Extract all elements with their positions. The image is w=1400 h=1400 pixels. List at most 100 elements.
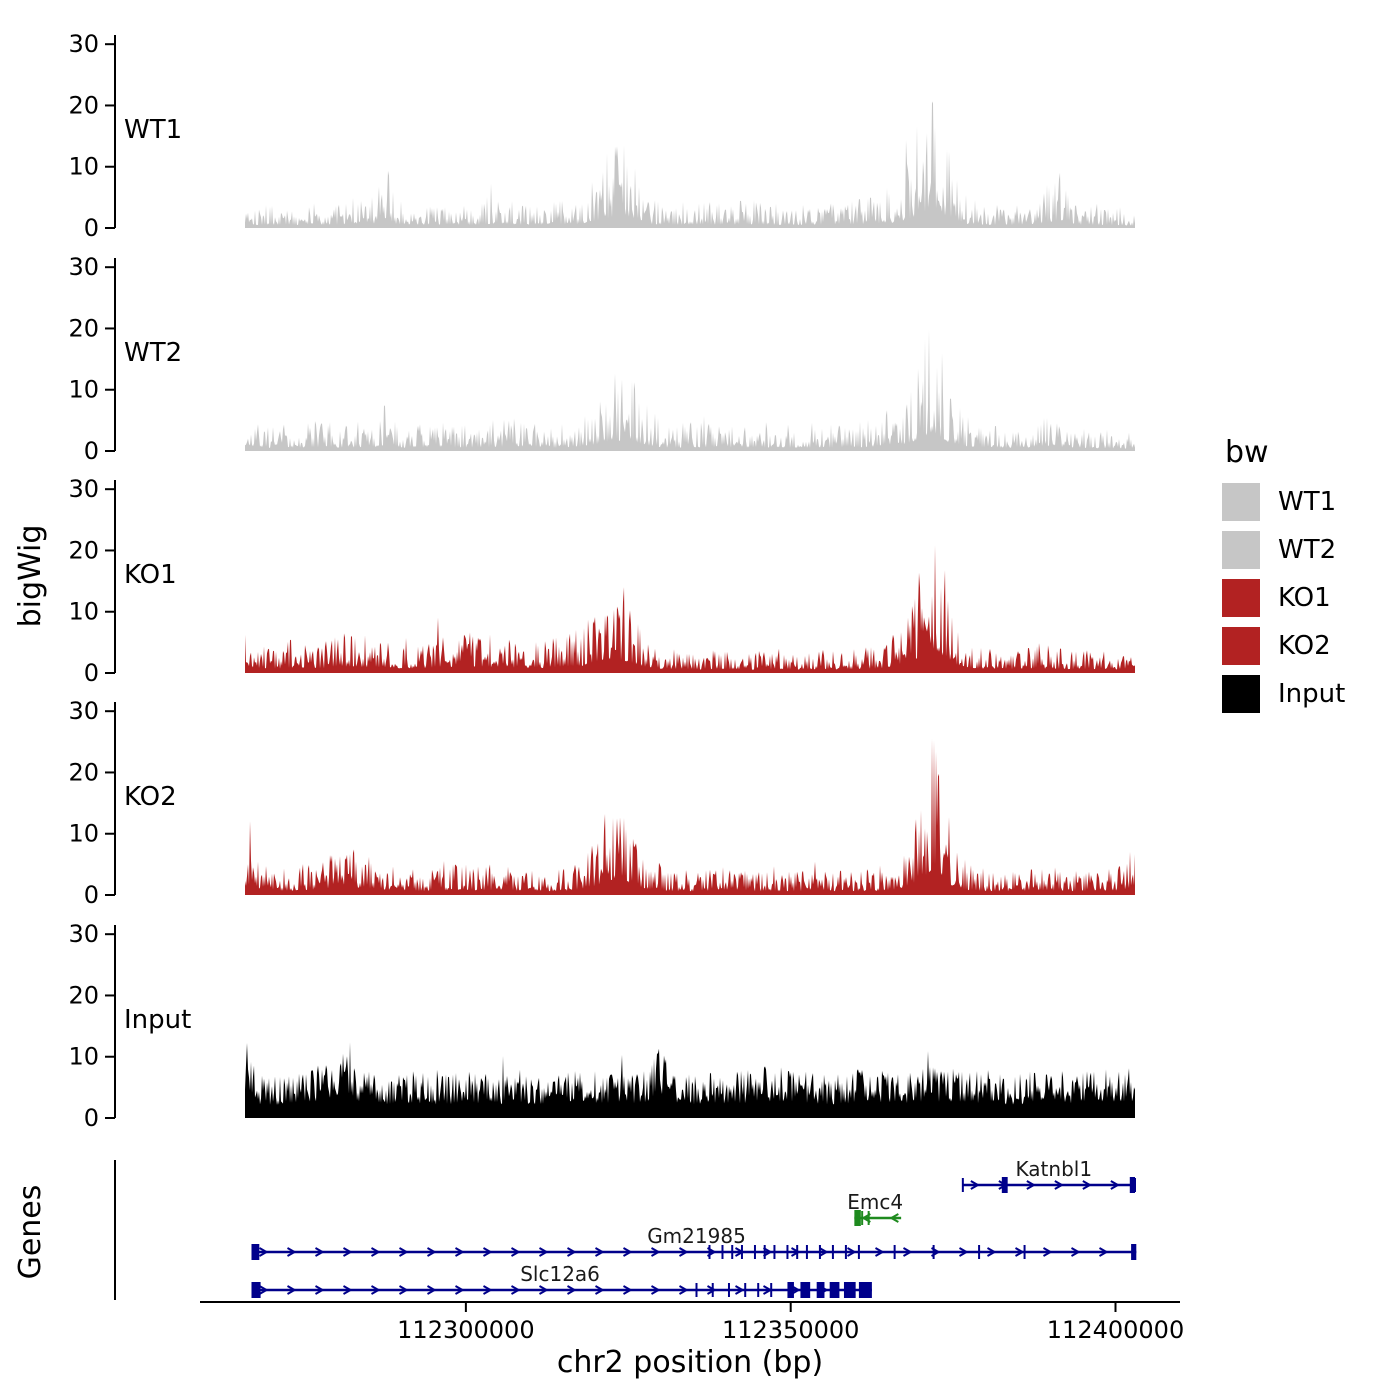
gene-exon-box [251, 1282, 261, 1298]
y-tick-label-WT1: 20 [68, 91, 99, 119]
coverage-area-Input [245, 1042, 1135, 1118]
gene-strand-arrow-icon [706, 1247, 717, 1257]
coverage-area-KO2 [245, 738, 1135, 895]
gene-strand-arrow-icon [342, 1285, 353, 1295]
gene-Gm21985: Gm21985 [251, 1224, 1137, 1260]
y-tick-label-WT1: 10 [68, 153, 99, 181]
gene-strand-arrow-icon [314, 1247, 325, 1257]
gene-strand-arrow-icon [861, 1213, 871, 1223]
coverage-track-KO1: 0 10 20 30 KO1 [68, 475, 1135, 687]
gene-strand-arrow-icon [622, 1247, 633, 1257]
gene-strand-arrow-icon [510, 1285, 521, 1295]
gene-strand-arrow-icon [1110, 1180, 1120, 1190]
y-tick-label-KO1: 30 [68, 475, 99, 503]
legend-label-KO1: KO1 [1278, 583, 1331, 613]
gene-strand-arrow-icon [510, 1247, 521, 1257]
x-axis: 112300000 112350000 112400000 [200, 1301, 1184, 1344]
gene-exon-box [787, 1282, 794, 1298]
y-tick-label-KO2: 20 [68, 758, 99, 786]
gene-strand-arrow-icon [734, 1285, 745, 1295]
legend: WT1 WT2 KO1 KO2 Input [1222, 483, 1345, 713]
y-tick-label-WT1: 30 [68, 30, 99, 58]
gene-strand-arrow-icon [874, 1247, 885, 1257]
legend-swatch-KO1 [1222, 579, 1260, 617]
x-tick-label: 112300000 [397, 1316, 534, 1344]
gene-Slc12a6: Slc12a6 [251, 1262, 872, 1298]
coverage-track-WT2: 0 10 20 30 WT2 [68, 253, 1135, 465]
coverage-tracks: 0 10 20 30 WT1 0 10 20 30 WT2 0 10 20 30 KO1 0 10 20 30 KO2… [68, 30, 1135, 1132]
gene-strand-arrow-icon [706, 1285, 717, 1295]
gene-strand-arrow-icon [734, 1247, 745, 1257]
y-tick-label-WT2: 0 [84, 437, 99, 465]
y-tick-label-WT2: 20 [68, 314, 99, 342]
gene-strand-arrow-icon [566, 1247, 577, 1257]
gene-strand-arrow-icon [1015, 1247, 1025, 1257]
gene-label-Slc12a6: Slc12a6 [520, 1262, 600, 1286]
track-label-WT2: WT2 [124, 338, 182, 368]
gene-strand-arrow-icon [762, 1285, 773, 1295]
x-tick-label: 112400000 [1047, 1316, 1184, 1344]
gene-strand-arrow-icon [970, 1180, 980, 1190]
gene-exon-box [1129, 1177, 1135, 1193]
gene-strand-arrow-icon [482, 1247, 493, 1257]
gene-exon-box [800, 1282, 811, 1298]
coverage-track-KO2: 0 10 20 30 KO2 [68, 697, 1135, 909]
gene-strand-arrow-icon [426, 1247, 437, 1257]
legend-swatch-Input [1222, 675, 1260, 713]
gene-strand-arrow-icon [566, 1285, 577, 1295]
coverage-area-WT2 [245, 329, 1135, 451]
legend-swatch-WT2 [1222, 531, 1260, 569]
gene-Emc4: Emc4 [847, 1190, 903, 1226]
gene-strand-arrow-icon [818, 1285, 829, 1295]
y-tick-label-KO1: 10 [68, 598, 99, 626]
y-axis-title: bigWig [13, 525, 48, 628]
gene-strand-arrow-icon [790, 1285, 801, 1295]
legend-label-WT2: WT2 [1278, 535, 1336, 565]
coverage-area-KO1 [245, 545, 1135, 673]
gene-strand-arrow-icon [1054, 1180, 1064, 1190]
gene-strand-arrow-icon [370, 1247, 381, 1257]
gene-strand-arrow-icon [678, 1247, 689, 1257]
y-tick-label-WT1: 0 [84, 214, 99, 242]
gene-strand-arrow-icon [790, 1247, 801, 1257]
gene-strand-arrow-icon [1071, 1247, 1081, 1257]
gene-exon-box [854, 1210, 861, 1226]
legend-swatch-WT1 [1222, 483, 1260, 521]
y-tick-label-WT2: 10 [68, 376, 99, 404]
y-tick-label-Input: 20 [68, 981, 99, 1009]
gene-strand-arrow-icon [762, 1247, 773, 1257]
y-tick-label-Input: 30 [68, 920, 99, 948]
gene-strand-arrow-icon [650, 1285, 661, 1295]
gene-exon-box [816, 1282, 825, 1298]
gene-strand-arrow-icon [258, 1247, 269, 1257]
gene-strand-arrow-icon [1099, 1247, 1109, 1257]
gene-strand-arrow-icon [398, 1247, 409, 1257]
gene-strand-arrow-icon [678, 1285, 689, 1295]
gene-label-Gm21985: Gm21985 [647, 1224, 746, 1248]
gene-strand-arrow-icon [594, 1285, 605, 1295]
gene-strand-arrow-icon [986, 1247, 997, 1257]
gene-strand-arrow-icon [902, 1247, 913, 1257]
coverage-track-WT1: 0 10 20 30 WT1 [68, 30, 1135, 242]
track-label-KO1: KO1 [124, 560, 177, 590]
y-tick-label-KO1: 0 [84, 659, 99, 687]
gene-strand-arrow-icon [1043, 1247, 1053, 1257]
gene-strand-arrow-icon [1082, 1180, 1092, 1190]
genes-axis-title: Genes [13, 1185, 48, 1280]
gene-label-Emc4: Emc4 [847, 1190, 903, 1214]
gene-strand-arrow-icon [258, 1285, 269, 1295]
gene-exon-box [1131, 1244, 1137, 1260]
genes-track: Katnbl1 Emc4 Gm21985 Slc12a6 [114, 1157, 1137, 1300]
legend-label-WT1: WT1 [1278, 487, 1336, 517]
gene-strand-arrow-icon [398, 1285, 409, 1295]
track-label-KO2: KO2 [124, 782, 177, 812]
gene-strand-arrow-icon [650, 1247, 661, 1257]
x-axis-title: chr2 position (bp) [557, 1345, 823, 1380]
y-tick-label-KO2: 0 [84, 881, 99, 909]
legend-label-KO2: KO2 [1278, 631, 1331, 661]
track-label-WT1: WT1 [124, 115, 182, 145]
gene-strand-arrow-icon [314, 1285, 325, 1295]
gene-strand-arrow-icon [818, 1247, 829, 1257]
gene-strand-arrow-icon [846, 1285, 857, 1295]
